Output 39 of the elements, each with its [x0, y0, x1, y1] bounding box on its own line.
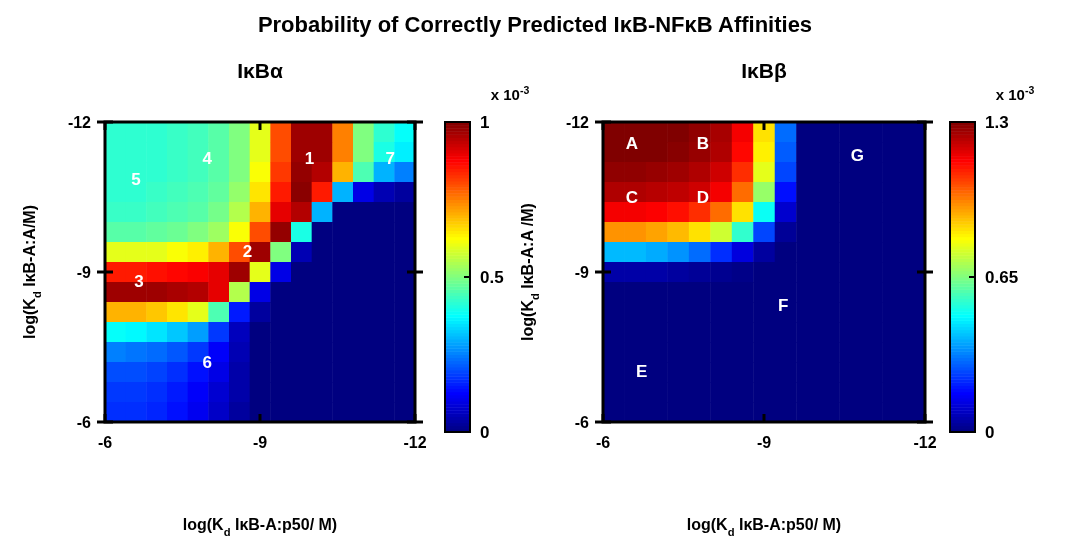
y-tick-label: -6 [574, 413, 590, 431]
annotation: 2 [242, 241, 253, 261]
y-tick-label: -9 [76, 263, 92, 281]
annotation: B [696, 133, 709, 153]
annotation: E [635, 361, 648, 381]
y-tick-label: -6 [76, 413, 92, 431]
y-tick-label: -9 [574, 263, 590, 281]
annotation: C [625, 187, 639, 207]
annotation: 5 [131, 169, 141, 189]
annotation: 1 [304, 148, 315, 168]
color-bar-label: 0.65 [985, 267, 1019, 287]
x-tick-label: -12 [913, 434, 937, 451]
annotation: D [696, 187, 709, 207]
annotation: F [778, 295, 789, 315]
chart-subtitle: IκBα [237, 59, 283, 82]
color-bar-label: 1.3 [985, 112, 1009, 132]
text: Probability of Correctly Predicted IκB-NFκB Affinities [257, 12, 813, 37]
x-axis-title: log(K$_{d}$ IκB-A:p50/ M) [686, 516, 842, 538]
y-tick-label: -12 [565, 113, 590, 131]
color-bar-label: 0 [985, 422, 995, 442]
x-tick-label: -12 [403, 434, 427, 451]
x-axis-title: log(K$_{d}$ IκB-A:p50/ M) [182, 516, 338, 538]
x-tick-label: -6 [97, 434, 113, 451]
annotation: 6 [202, 352, 213, 372]
x-tick-label: -9 [756, 434, 772, 451]
annotation: 3 [134, 271, 144, 291]
y-tick-label: -12 [67, 113, 92, 131]
color-bar-title: x 10$^{-3}$ [490, 84, 530, 103]
color-bar-title: x 10$^{-3}$ [995, 84, 1035, 103]
x-tick-label: -6 [595, 434, 611, 451]
chart-subtitle: IκBβ [741, 59, 787, 82]
annotation: 4 [202, 148, 213, 168]
color-bar-label: 1 [480, 112, 490, 132]
color-bar-label: 0.5 [480, 267, 504, 287]
annotation: G [850, 145, 864, 165]
x-tick-label: -9 [252, 434, 268, 451]
color-bar-label: 0 [480, 422, 490, 442]
annotation: A [625, 133, 639, 153]
annotation: 7 [385, 148, 395, 168]
